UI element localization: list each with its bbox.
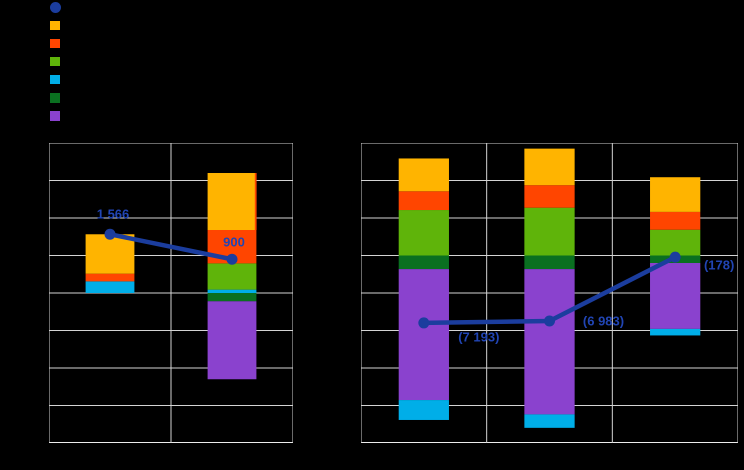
legend [0,0,744,132]
net-line-marker [418,317,430,329]
left-chart [49,143,293,443]
net-line-marker [104,228,116,240]
bar-segment-dark-green [207,293,257,302]
bar-segment-orange-red [398,191,449,211]
bar-segment-purple [650,263,701,329]
bar-segment-orange [85,234,135,274]
bar-segment-dark-green [398,255,449,270]
net-line-value-label: (6 983) [582,313,625,329]
red-edge-artifact [254,173,257,230]
legend-swatch-cyan-series [50,74,60,85]
bar-segment-orange-red [85,273,135,282]
net-line-value-label: (7 193) [458,329,500,345]
bar-segment-dark-green [524,255,575,270]
bar-segment-green [398,210,449,256]
net-line-marker [669,251,681,263]
legend-swatch-purple-series [50,111,60,121]
bar-segment-orange [207,173,257,230]
bar-segment-green [524,207,575,256]
legend-swatch-orange-red-series [50,38,60,49]
bar-segment-cyan [85,281,135,293]
bar-segment-green [207,263,257,290]
net-line-value-label: (178) [703,257,735,273]
bar-segment-purple [524,269,575,415]
bar-segment-orange [524,148,575,186]
legend-swatch-net-line [50,1,61,13]
bar-segment-purple [207,301,257,380]
legend-swatch-dark-green-series [50,93,60,103]
bar-segment-cyan [650,328,701,336]
bar-segment-cyan [398,400,449,420]
legend-swatch-orange-series [50,20,60,31]
net-line-marker [226,253,238,265]
net-line [109,232,233,262]
net-line-marker [544,315,555,327]
right-chart [361,143,738,443]
bar-segment-orange-red [650,211,701,230]
bar-segment-purple [398,269,449,401]
bar-segment-orange [398,158,449,192]
bar-segment-orange [650,177,701,212]
bar-segment-cyan [524,414,575,428]
bar-segment-cyan [207,289,257,293]
legend-swatch-green-series [50,56,60,67]
net-line-value-label: 1 566 [96,206,130,222]
bar-segment-green [650,229,701,256]
net-line-value-label: 900 [223,234,245,250]
bar-segment-orange-red [524,185,575,208]
